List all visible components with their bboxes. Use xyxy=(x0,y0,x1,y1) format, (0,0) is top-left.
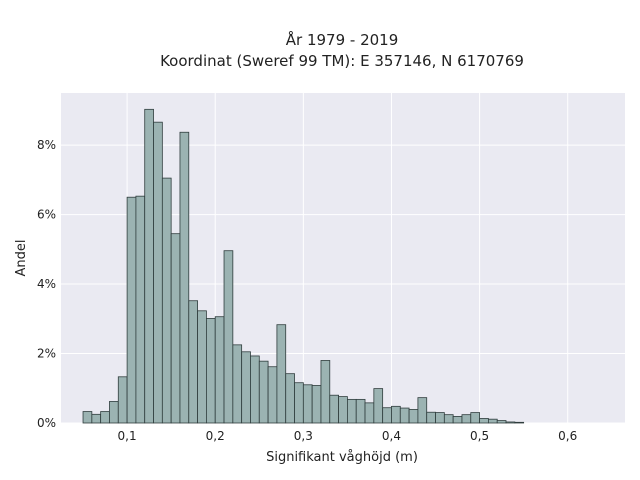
x-axis-ticks: 0,1 0,2 0,3 0,4 0,5 0,6 xyxy=(118,429,578,443)
histogram-bar xyxy=(435,412,445,424)
histogram-bar xyxy=(364,402,375,424)
histogram-bar xyxy=(496,420,507,424)
histogram-bar xyxy=(179,131,190,424)
histogram-bar xyxy=(399,407,410,424)
chart-title: År 1979 - 2019 xyxy=(286,30,399,49)
histogram-bar xyxy=(505,421,516,424)
histogram-bar xyxy=(276,324,287,424)
x-tick-label: 0,5 xyxy=(470,429,489,443)
x-tick-label: 0,4 xyxy=(382,429,401,443)
histogram-bar xyxy=(514,421,525,424)
histogram-bar xyxy=(206,318,216,424)
histogram-bar xyxy=(144,108,154,424)
histogram-bar xyxy=(479,418,489,424)
y-axis-label: Andel xyxy=(14,240,29,277)
y-tick-label: 2% xyxy=(37,347,56,361)
histogram-bar xyxy=(161,177,172,424)
histogram-bar xyxy=(135,195,146,424)
x-tick-label: 0,2 xyxy=(206,429,225,443)
histogram-bar xyxy=(197,310,207,424)
histogram-bar xyxy=(373,388,384,424)
histogram-bar xyxy=(100,411,110,424)
histogram-bar xyxy=(347,398,357,424)
histogram-bar xyxy=(338,396,348,424)
histogram-bar xyxy=(320,360,331,424)
histogram-bar xyxy=(426,411,436,424)
y-tick-label: 6% xyxy=(37,208,56,222)
x-tick-label: 0,1 xyxy=(118,429,137,443)
histogram-bar xyxy=(109,401,119,424)
histogram-bar xyxy=(267,366,278,424)
histogram-bar xyxy=(214,316,225,424)
histogram-bar xyxy=(408,409,419,424)
y-tick-label: 8% xyxy=(37,138,56,152)
histogram-bar xyxy=(258,360,269,424)
histogram-bar xyxy=(417,397,428,424)
histogram-bar xyxy=(452,415,463,424)
histogram-bar xyxy=(443,414,454,424)
histogram-bar xyxy=(285,373,295,424)
histogram-bar xyxy=(311,385,322,424)
histogram-bar xyxy=(241,351,251,424)
histogram-bar xyxy=(391,405,401,424)
histogram-bar xyxy=(126,196,137,424)
histogram-bar xyxy=(188,300,198,424)
bars-group xyxy=(82,108,525,424)
histogram-bar xyxy=(223,250,234,424)
y-axis-ticks: 0% 2% 4% 6% 8% xyxy=(37,138,56,430)
histogram-bar xyxy=(250,355,260,424)
histogram-bar xyxy=(232,344,243,424)
histogram-bar xyxy=(488,418,498,424)
histogram-bar xyxy=(382,407,392,424)
x-tick-label: 0,6 xyxy=(558,429,577,443)
x-tick-label: 0,3 xyxy=(294,429,313,443)
histogram-bar xyxy=(302,384,313,424)
histogram-bar xyxy=(170,233,181,424)
histogram-bar xyxy=(153,121,163,424)
histogram-bar xyxy=(329,394,339,424)
histogram-bar xyxy=(117,376,128,424)
y-tick-label: 0% xyxy=(37,416,56,430)
histogram-bar xyxy=(294,382,304,424)
histogram-bar xyxy=(355,398,366,424)
x-axis-label: Signifikant våghöjd (m) xyxy=(266,450,418,465)
y-tick-label: 4% xyxy=(37,277,56,291)
chart-subtitle: Koordinat (Sweref 99 TM): E 357146, N 61… xyxy=(160,52,524,70)
histogram-bar xyxy=(82,411,93,424)
histogram-bar xyxy=(461,414,472,424)
histogram-bar xyxy=(470,412,480,424)
histogram-bar xyxy=(91,413,102,424)
